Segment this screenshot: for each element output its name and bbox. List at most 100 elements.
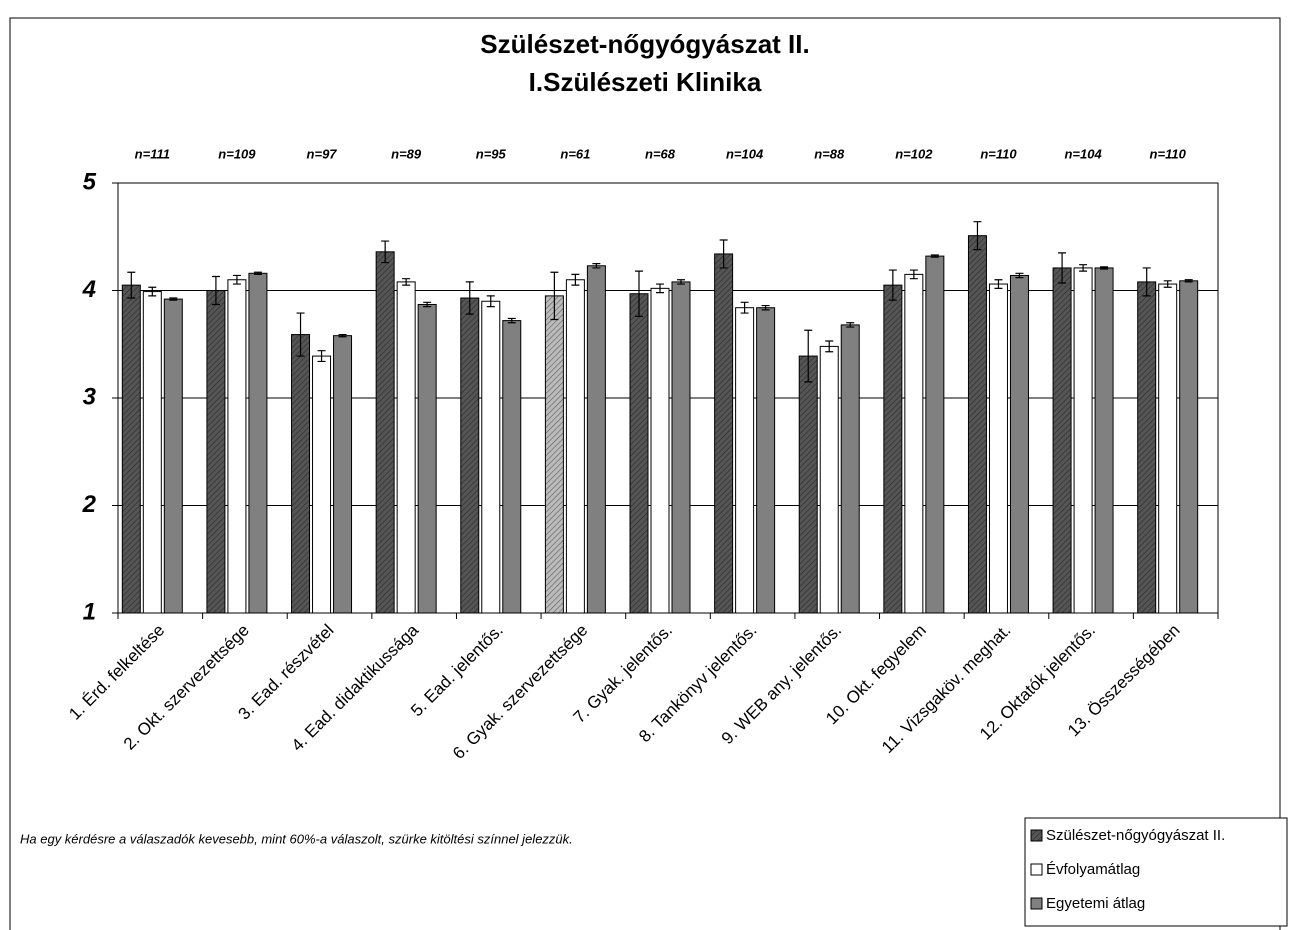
error-bar — [127, 271, 136, 299]
sample-size: n=89 — [391, 146, 422, 161]
bar — [396, 281, 416, 614]
bar — [460, 297, 480, 614]
bar — [1179, 280, 1199, 614]
y-tick-label: 2 — [82, 491, 97, 518]
bar — [586, 265, 606, 614]
error-bar — [211, 275, 220, 306]
bar — [163, 298, 183, 614]
chart-title: Szülészet-nőgyógyászat II. — [480, 29, 809, 59]
legend-swatch — [1030, 829, 1043, 842]
bar — [1073, 267, 1093, 614]
error-bar — [571, 273, 580, 286]
bar — [988, 283, 1008, 614]
error-bar — [550, 271, 559, 321]
error-bar — [1184, 279, 1193, 283]
error-bar — [402, 278, 411, 286]
error-bar — [338, 333, 347, 338]
error-bar — [973, 221, 982, 251]
error-bar — [888, 269, 897, 301]
bar — [1009, 274, 1029, 614]
sample-size: n=109 — [218, 146, 256, 161]
chart-subtitle: I.Szülészeti Klinika — [529, 67, 762, 97]
sample-size: n=102 — [895, 146, 933, 161]
error-bar — [930, 254, 939, 258]
bar — [756, 307, 776, 614]
error-bar — [740, 301, 749, 314]
error-bar — [656, 283, 664, 294]
error-bar — [825, 340, 834, 353]
bar — [375, 251, 395, 614]
error-bar — [909, 269, 918, 280]
error-bar — [465, 281, 474, 315]
sample-size: n=111 — [135, 146, 170, 161]
sample-size: n=110 — [980, 146, 1017, 161]
legend-box — [1024, 817, 1288, 927]
bar — [312, 355, 332, 614]
sample-size: n=110 — [1150, 146, 1187, 161]
bar — [650, 287, 670, 614]
error-bar — [719, 239, 728, 269]
chart-frame — [9, 17, 1281, 930]
y-tick-label: 3 — [83, 383, 97, 410]
error-bar — [148, 286, 157, 297]
sample-size: n=104 — [726, 146, 764, 161]
error-bar — [804, 329, 813, 383]
bar — [798, 355, 818, 614]
bar — [1158, 283, 1178, 614]
bar — [206, 290, 226, 614]
bar — [883, 284, 903, 614]
error-bar — [381, 240, 390, 264]
bar — [544, 295, 564, 614]
bar — [671, 281, 691, 614]
error-bar — [761, 304, 770, 311]
bar — [735, 307, 755, 614]
error-bar — [232, 274, 241, 285]
sample-size: n=68 — [645, 146, 676, 161]
bar — [714, 253, 734, 614]
error-bar — [846, 322, 855, 328]
legend-label: Egyetemi átlag — [1046, 895, 1145, 912]
footnote: Ha egy kérdésre a válaszadók kevesebb, m… — [20, 831, 573, 846]
legend-swatch — [1030, 897, 1043, 910]
bar — [502, 320, 522, 614]
bar — [1052, 267, 1072, 614]
error-bar — [253, 271, 262, 275]
bar — [227, 279, 247, 614]
error-bar — [423, 301, 432, 308]
legend-swatch — [1030, 863, 1043, 876]
error-bar — [635, 270, 643, 317]
x-tick-label: 6. Gyak. szervezettsége — [449, 621, 591, 763]
bar — [481, 300, 501, 614]
error-bar — [994, 279, 1003, 289]
bar — [291, 334, 311, 614]
error-bar — [1058, 252, 1067, 284]
error-bar — [592, 263, 601, 269]
error-bar — [1163, 280, 1172, 288]
bar — [840, 324, 860, 614]
bar — [1137, 281, 1157, 614]
sample-size: n=88 — [814, 146, 845, 161]
y-tick-label: 1 — [83, 598, 96, 625]
error-bar — [507, 317, 516, 324]
sample-size: n=104 — [1064, 146, 1102, 161]
sample-size: n=95 — [476, 146, 507, 161]
bar — [925, 255, 945, 614]
bar — [121, 284, 141, 614]
sample-size: n=61 — [560, 146, 590, 161]
x-tick-label: 5. Ead. jelentős. — [407, 621, 507, 721]
legend-label: Szülészet-nőgyógyászat II. — [1046, 827, 1225, 844]
bar — [629, 293, 649, 614]
error-bar — [486, 295, 495, 308]
y-tick-label: 4 — [82, 276, 96, 303]
bar — [142, 291, 162, 614]
sample-size: n=97 — [307, 146, 338, 161]
y-tick-label: 5 — [83, 168, 97, 195]
bar — [565, 279, 585, 614]
bar — [904, 273, 924, 614]
bar — [333, 335, 353, 614]
error-bar — [317, 350, 326, 363]
error-bar — [296, 312, 305, 357]
error-bar — [1142, 267, 1151, 297]
error-bar — [677, 279, 685, 285]
